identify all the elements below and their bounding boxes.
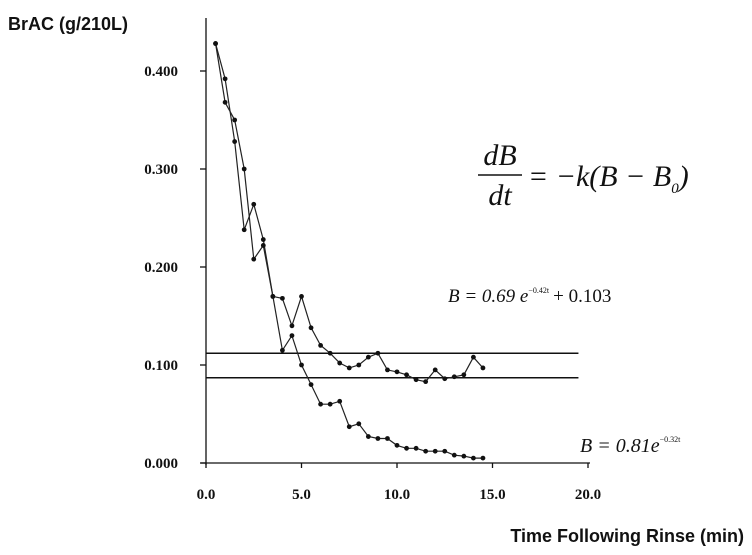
series-1-point [337,360,343,366]
series-2-point [471,455,476,461]
series-2-point [346,424,352,430]
lower-fit-lhs: B = 0.81e [580,435,660,457]
series-1-point [318,343,323,348]
series-2-point [394,442,400,448]
series-1-point [442,376,448,382]
series-1-point [289,323,295,329]
series-2-point [356,421,362,427]
series-2-point [404,445,409,451]
equation-rhs-subscript: 0 [671,181,679,197]
series-layer [213,41,486,461]
series-2-point [337,398,343,404]
series-2-point [241,166,247,172]
series-2-point [232,117,238,123]
series-2-point [251,256,257,262]
series-2-point [461,453,467,459]
series-2-point [222,99,228,105]
series-1-point [327,350,333,356]
differential-equation: dB dt = −k(B − B0) [478,139,689,212]
series-1-point [232,139,238,144]
lower-fit-exponent: −0.32t [660,435,682,444]
y-axis-title: BrAC (g/210L) [8,14,128,34]
upper-fit-label: B = 0.69 e−0.42t + 0.103 [448,286,611,307]
y-tick-label: 0.300 [144,162,178,178]
series-1-line [215,43,484,383]
equation-rhs-close: ) [677,160,689,193]
series-1-point [375,350,381,356]
x-tick-label: 0.0 [197,487,216,503]
series-2-point [480,455,486,461]
x-tick-label: 10.0 [384,487,410,503]
x-axis-ticks: 0.0 5.0 10.0 15.0 20.0 [197,463,601,503]
y-tick-label: 0.200 [144,260,178,276]
series-2-line [215,43,483,459]
series-1-point [480,365,486,371]
series-2-point [413,445,419,451]
series-1-point [280,295,285,301]
x-tick-label: 20.0 [575,487,601,503]
series-2-point [289,333,295,338]
equation-rhs-main: = −k(B − B [528,160,671,193]
equation-rhs: = −k(B − B0) [528,160,689,197]
series-2-point [270,294,276,299]
upper-fit-lhs: B = 0.69 e [448,286,528,307]
equation-numerator: dB [483,139,516,172]
series-1-point [241,227,247,233]
upper-fit-rhs: + 0.103 [553,286,611,307]
series-2-point [213,41,218,46]
series-1-point [346,365,352,371]
series-2-point [260,243,266,248]
y-tick-label: 0.100 [144,358,178,374]
y-axis-ticks: 0.000 0.100 0.200 0.300 0.400 [144,64,206,472]
reference-lines [206,352,579,379]
series-1-point [308,325,314,331]
series-1-point [404,372,409,378]
x-axis-title: Time Following Rinse (min) [510,526,744,546]
series-1-point [299,294,304,299]
series-2-point [385,436,390,441]
series-1-point [394,369,400,375]
equation-denominator: dt [488,179,512,212]
upper-fit-exponent: −0.42t [528,286,550,295]
series-2-point [375,436,381,441]
series-2-point [280,347,285,353]
series-2-point [432,448,438,454]
series-2-point [365,434,371,439]
series-1-point [423,379,429,385]
series-2-point [423,448,429,454]
series-2-point [299,362,304,368]
series-1-point [451,374,457,380]
series-1-point [413,377,419,383]
series-1-point [365,354,371,360]
series-2-point [308,382,314,387]
series-2-point [327,401,333,407]
series-2-point [318,401,323,407]
series-1-point [260,237,266,242]
series-2-point [451,452,457,458]
series-1-point [461,372,467,378]
x-tick-label: 15.0 [479,487,505,503]
x-tick-label: 5.0 [292,487,311,503]
series-1-point [251,201,257,207]
y-tick-label: 0.400 [144,64,178,80]
series-1-point [356,362,362,368]
series-2-point [442,448,448,454]
series-1-point [471,354,476,360]
series-1-point [432,367,438,373]
y-tick-label: 0.000 [144,456,178,472]
series-1-point [385,367,390,373]
series-1-point [222,76,228,82]
lower-fit-label: B = 0.81e−0.32t [580,435,681,457]
